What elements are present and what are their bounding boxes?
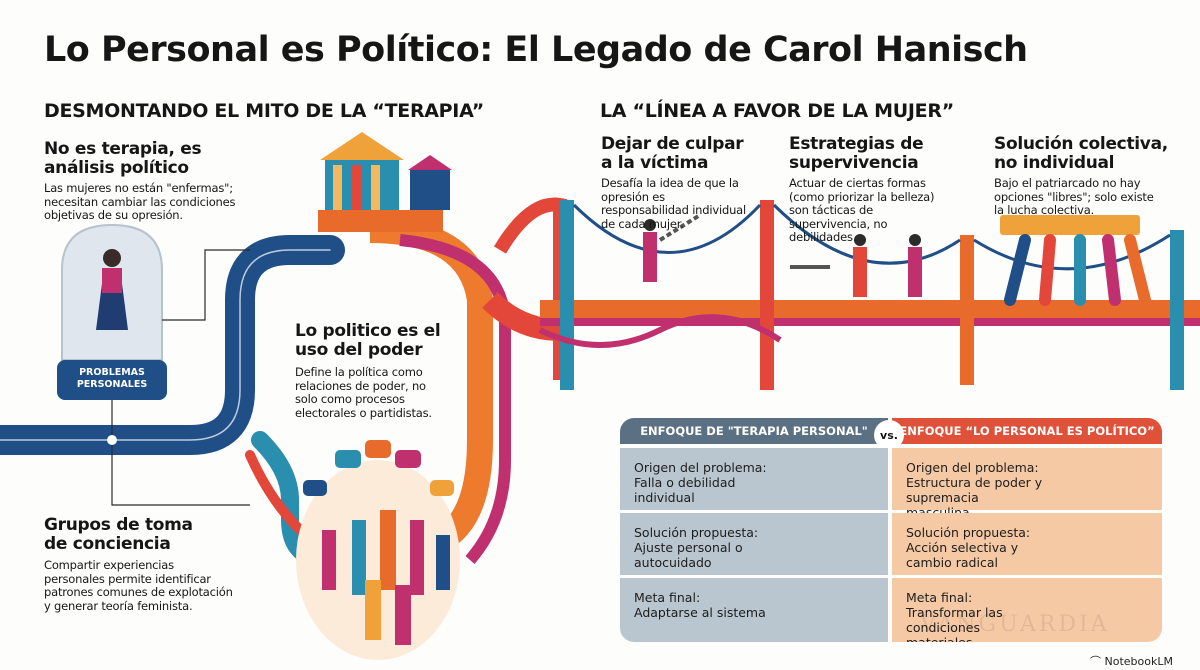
cell-label: Origen del problema: bbox=[906, 460, 1039, 475]
item-title-1: Dejar de culpar bbox=[601, 134, 744, 154]
power-title-1: Lo politico es el bbox=[295, 321, 441, 341]
item-title-1: Solución colectiva, bbox=[994, 134, 1168, 154]
prowoman-item-3: Solución colectiva, no individual Bajo e… bbox=[994, 135, 1184, 218]
cell-text: Ajuste personal o autocuidado bbox=[634, 540, 743, 570]
groups-body: Compartir experiencias personales permit… bbox=[44, 558, 233, 613]
consciousness-group-icon bbox=[296, 440, 460, 660]
cell-label: Solución propuesta: bbox=[906, 525, 1031, 540]
power-body: Define la política como relaciones de po… bbox=[295, 365, 432, 420]
comparison-cell-left: Meta final: Adaptarse al sistema bbox=[620, 578, 888, 642]
item-title-1: Estrategias de bbox=[789, 134, 924, 154]
jar-label-line1: PROBLEMAS bbox=[79, 367, 145, 378]
power-title-2: uso del poder bbox=[295, 340, 423, 360]
item-body: Desafía la idea de que la opresión es re… bbox=[601, 176, 747, 231]
cell-label: Origen del problema: bbox=[634, 460, 767, 475]
therapy-body: Las mujeres no están "enfermas"; necesit… bbox=[44, 181, 236, 222]
bell-jar-icon bbox=[57, 223, 250, 506]
cell-text: Acción selectiva y cambio radical bbox=[906, 540, 1019, 570]
cell-label: Meta final: bbox=[634, 590, 701, 605]
cell-text: Adaptarse al sistema bbox=[634, 605, 766, 620]
jar-label: PROBLEMAS PERSONALES bbox=[57, 367, 167, 391]
groups-title-1: Grupos de toma bbox=[44, 515, 193, 535]
therapy-title-1: No es terapia, es bbox=[44, 139, 202, 159]
comparison-cell-right: Solución propuesta: Acción selectiva y ca… bbox=[892, 513, 1162, 575]
cell-label: Meta final: bbox=[906, 590, 973, 605]
comparison-cell-right: Origen del problema: Estructura de poder … bbox=[892, 448, 1162, 520]
header-political: ENFOQUE “LO PERSONAL ES POLÍTICO” bbox=[892, 418, 1162, 444]
vs-badge: vs. bbox=[874, 420, 904, 450]
cell-label: Solución propuesta: bbox=[634, 525, 759, 540]
section-heading-prowoman: LA “LÍNEA A FAVOR DE LA MUJER” bbox=[600, 100, 954, 122]
item-title-2: supervivencia bbox=[789, 153, 919, 173]
comparison-cell-left: Origen del problema: Falla o debilidad in… bbox=[620, 448, 888, 510]
comparison-cell-right: Meta final:Transformar las condiciones m… bbox=[892, 578, 1162, 642]
item-title-2: no individual bbox=[994, 153, 1115, 173]
therapy-block: No es terapia, es análisis político Las … bbox=[44, 140, 264, 223]
cell-text: Falla o debilidad individual bbox=[634, 475, 736, 505]
power-block: Lo politico es el uso del poder Define l… bbox=[295, 322, 465, 420]
groups-title-2: de conciencia bbox=[44, 534, 171, 554]
notebooklm-icon: ⌒ bbox=[1090, 655, 1105, 668]
prowoman-item-1: Dejar de culpar a la víctima Desafía la … bbox=[601, 135, 771, 231]
header-therapy: ENFOQUE DE "TERAPIA PERSONAL" bbox=[620, 418, 888, 444]
branding-text: NotebookLM bbox=[1104, 655, 1173, 668]
cell-text: Transformar las condiciones materiales bbox=[906, 605, 1003, 642]
section-heading-myth: DESMONTANDO EL MITO DE LA “TERAPIA” bbox=[44, 100, 484, 122]
item-title-2: a la víctima bbox=[601, 153, 709, 173]
jar-label-line2: PERSONALES bbox=[76, 379, 148, 390]
groups-block: Grupos de toma de conciencia Compartir e… bbox=[44, 516, 244, 613]
government-buildings-icon bbox=[318, 132, 452, 232]
comparison-table: ENFOQUE DE "TERAPIA PERSONAL" ENFOQUE “L… bbox=[620, 418, 1162, 642]
branding: ⌒ NotebookLM bbox=[1090, 653, 1173, 669]
therapy-title-2: análisis político bbox=[44, 158, 189, 178]
prowoman-item-2: Estrategias de supervivencia Actuar de c… bbox=[789, 135, 959, 245]
page-title: Lo Personal es Político: El Legado de Ca… bbox=[44, 30, 1028, 70]
watermark: VANGUARDIA bbox=[920, 612, 1110, 637]
blue-pipe bbox=[0, 235, 345, 569]
orange-pipe bbox=[369, 197, 567, 564]
bridge-icon bbox=[538, 200, 1200, 390]
item-body: Actuar de ciertas formas (como priorizar… bbox=[789, 176, 935, 244]
comparison-cell-left: Solución propuesta: Ajuste personal o aut… bbox=[620, 513, 888, 575]
item-body: Bajo el patriarcado no hay opciones "lib… bbox=[994, 176, 1154, 217]
